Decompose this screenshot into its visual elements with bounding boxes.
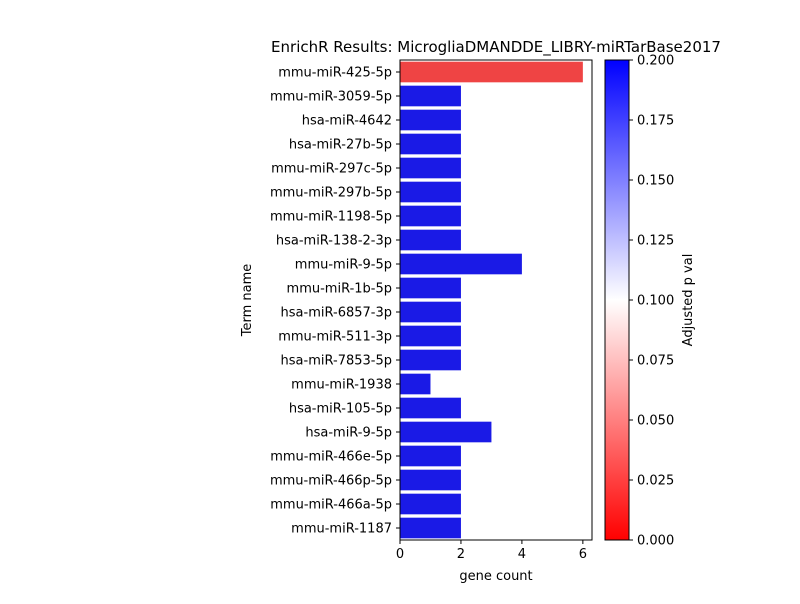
x-axis-label: gene count <box>459 569 532 584</box>
y-tick-label: mmu-miR-425-5p <box>278 66 392 81</box>
bar <box>400 205 461 227</box>
colorbar-tick-label: 0.175 <box>637 114 674 129</box>
bar <box>400 397 461 419</box>
bar <box>400 109 461 131</box>
y-tick-label: mmu-miR-1198-5p <box>270 210 392 225</box>
colorbar <box>604 59 630 541</box>
bar <box>400 157 461 179</box>
colorbar-tick-label: 0.000 <box>637 534 674 549</box>
colorbar-tick-label: 0.025 <box>637 474 674 489</box>
colorbar-label: Adjusted p val <box>681 254 696 347</box>
bar <box>400 133 461 155</box>
y-tick-label: mmu-miR-3059-5p <box>270 90 392 105</box>
bar <box>400 517 461 539</box>
x-tick-label: 0 <box>396 547 404 562</box>
colorbar-tick-label: 0.075 <box>637 354 674 369</box>
y-tick-label: hsa-miR-7853-5p <box>281 354 392 369</box>
y-tick-label: mmu-miR-466p-5p <box>270 474 392 489</box>
bar <box>400 373 431 395</box>
colorbar-tick-label: 0.050 <box>637 414 674 429</box>
colorbar-tick-label: 0.150 <box>637 174 674 189</box>
y-tick-label: mmu-miR-1b-5p <box>287 282 392 297</box>
colorbar-ticks: 0.000 0.025 0.050 0.075 0.100 0.125 0.150 0.175… <box>629 54 674 549</box>
y-tick-label: mmu-miR-511-3p <box>278 330 392 345</box>
y-tick-label: hsa-miR-27b-5p <box>289 138 392 153</box>
y-tick-labels: mmu-miR-425-5p mmu-miR-3059-5p hsa-miR-464… <box>270 66 400 537</box>
y-tick-label: mmu-miR-1938 <box>291 378 392 393</box>
bar <box>400 301 461 323</box>
bar <box>400 181 461 203</box>
bar <box>400 85 461 107</box>
bar <box>400 421 492 443</box>
bars-group <box>400 61 583 539</box>
bar <box>400 61 583 83</box>
x-tick-label: 2 <box>457 547 465 562</box>
bar <box>400 277 461 299</box>
x-tick-label: 4 <box>518 547 526 562</box>
y-tick-label: mmu-miR-9-5p <box>295 258 392 273</box>
bar <box>400 493 461 515</box>
x-tick-label: 6 <box>579 547 587 562</box>
y-tick-label: mmu-miR-1187 <box>291 522 392 537</box>
colorbar-tick-label: 0.200 <box>637 54 674 69</box>
bar <box>400 229 461 251</box>
y-tick-label: mmu-miR-466a-5p <box>270 498 392 513</box>
bar <box>400 349 461 371</box>
colorbar-tick-label: 0.100 <box>637 294 674 309</box>
y-tick-label: hsa-miR-6857-3p <box>281 306 392 321</box>
y-tick-label: hsa-miR-9-5p <box>305 426 392 441</box>
bar <box>400 253 522 275</box>
y-tick-label: hsa-miR-105-5p <box>289 402 392 417</box>
y-tick-label: hsa-miR-4642 <box>302 114 392 129</box>
colorbar-tick-label: 0.125 <box>637 234 674 249</box>
y-tick-label: mmu-miR-466e-5p <box>270 450 392 465</box>
y-tick-label: mmu-miR-297b-5p <box>270 186 392 201</box>
bar <box>400 469 461 491</box>
plot-frame <box>399 59 593 541</box>
chart-title: EnrichR Results: MicrogliaDMANDDE_LIBRY-… <box>271 38 721 57</box>
bar <box>400 325 461 347</box>
x-axis-ticks: 0 2 4 6 <box>396 540 587 562</box>
y-axis-label: Term name <box>240 264 255 338</box>
bar <box>400 445 461 467</box>
y-tick-label: hsa-miR-138-2-3p <box>276 234 392 249</box>
y-tick-label: mmu-miR-297c-5p <box>271 162 392 177</box>
